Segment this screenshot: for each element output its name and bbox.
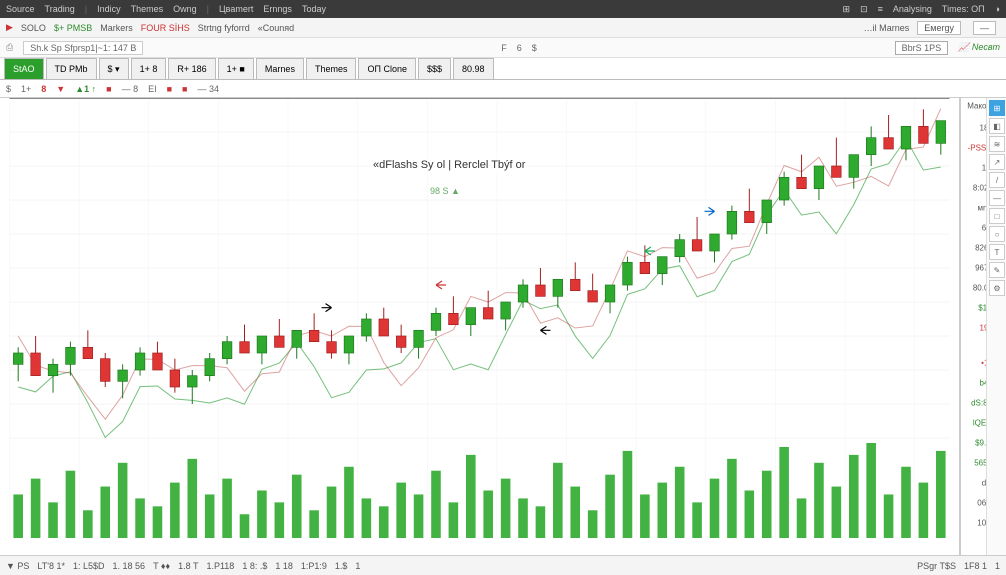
draw-tool-button[interactable]: T: [989, 244, 1005, 260]
time-tick: 1. 18 56: [113, 561, 146, 571]
ohlc-value: ■: [167, 84, 172, 94]
chart-tab[interactable]: R+ 186: [168, 58, 215, 79]
draw-tool-button[interactable]: —: [989, 190, 1005, 206]
time-tick: 1 8: .$: [242, 561, 267, 571]
status-value: PSgr T$S: [917, 561, 956, 571]
status-value: 1F8 1: [964, 561, 987, 571]
menu-item[interactable]: Today: [302, 4, 326, 14]
ohlc-value: ▲1 ↑: [75, 84, 96, 94]
ohlc-value: EI: [148, 84, 157, 94]
draw-tool-button[interactable]: ≋: [989, 136, 1005, 152]
toolbar-primary: ▶ SOLO $+ PMSB Markers FOUR SİHS Strtng …: [0, 18, 1006, 38]
theme-icon[interactable]: ◑: [995, 4, 1000, 14]
toolbar-secondary: ⎙ Sh.k Sp Sfprsp1|~1: 147 B F 6 $ BbrS 1…: [0, 38, 1006, 58]
menubar: Source Trading | Indicy Themes Owng | Цв…: [0, 0, 1006, 18]
chart-subtitle: 98 S ▲: [430, 186, 460, 196]
draw-tool-button[interactable]: ⊞: [989, 100, 1005, 116]
energy-button[interactable]: Eмеrgy: [917, 21, 961, 35]
chart-tab[interactable]: $ ▾: [99, 58, 129, 79]
toolbar-button[interactable]: Strtng fyforrd: [198, 23, 250, 33]
toolbar-button[interactable]: Markers: [100, 23, 133, 33]
ohlc-value: ■: [106, 84, 111, 94]
toolbar-button[interactable]: «Counяd: [258, 23, 294, 33]
toolbar-button[interactable]: $+ PMSB: [54, 23, 92, 33]
tool-column: ⊞ ◧ ≋ ↗ / — □ ○ T ✎ ⚙: [986, 98, 1006, 555]
chart-title: «dFlashs Sy ol | Rerclel Tbýf or: [370, 158, 528, 172]
chart-tab[interactable]: Маrnes: [256, 58, 304, 79]
time-tick: ▼ PS: [6, 561, 29, 571]
menu-item[interactable]: Themes: [131, 4, 164, 14]
toolbar-button[interactable]: SOLO: [21, 23, 46, 33]
chart-tab[interactable]: StAO: [4, 58, 44, 79]
time-tick: 1: L5$D: [73, 561, 105, 571]
ohlc-value: $: [6, 84, 11, 94]
ohlc-value: 1+: [21, 84, 31, 94]
menu-item[interactable]: Source: [6, 4, 35, 14]
draw-tool-button[interactable]: ◧: [989, 118, 1005, 134]
chart-tab[interactable]: 1+ 8: [131, 58, 167, 79]
mid-label: 6: [517, 43, 522, 53]
status-value: 1: [995, 561, 1000, 571]
time-tick: 1: [355, 561, 360, 571]
interval-button[interactable]: BbrS 1PЅ: [895, 41, 949, 55]
menu-item[interactable]: Indicy: [97, 4, 121, 14]
menu-item[interactable]: Trading: [45, 4, 75, 14]
draw-tool-button[interactable]: ↗: [989, 154, 1005, 170]
ohlc-infobar: $1+ 8 ▼ ▲1 ↑ ■ — 8 EI ■ ■ — 34: [0, 80, 1006, 98]
tab-strip: StAOTD PMb$ ▾1+ 8R+ 1861+ ■МаrnesThemesO…: [0, 58, 1006, 80]
chart-tab[interactable]: OП Clone: [358, 58, 416, 79]
time-tick: 1.$: [335, 561, 348, 571]
time-tick: 1:P1:9: [301, 561, 327, 571]
symbol-field[interactable]: Sh.k Sp Sfprsp1|~1: 147 B: [23, 41, 143, 55]
menu-item[interactable]: Ernngs: [263, 4, 292, 14]
chart-tab[interactable]: 80.98: [453, 58, 494, 79]
draw-tool-button[interactable]: ○: [989, 226, 1005, 242]
chart-tab[interactable]: Themes: [306, 58, 357, 79]
draw-tool-button[interactable]: /: [989, 172, 1005, 188]
menu-item[interactable]: Цвamеrt: [219, 4, 253, 14]
energy-button[interactable]: —: [973, 21, 996, 35]
draw-tool-button[interactable]: ⚙: [989, 280, 1005, 296]
toolbar-button[interactable]: FOUR SİHS: [141, 23, 190, 33]
ohlc-value: ■: [182, 84, 187, 94]
status-label: Times: OП: [942, 4, 985, 14]
draw-tool-button[interactable]: ✎: [989, 262, 1005, 278]
time-axis-bar: ▼ PS LT'8 1* 1: L5$D 1. 18 56 T ♦♦ 1.8 T 1.P11…: [0, 555, 1006, 575]
chart-tab[interactable]: TD PMb: [46, 58, 97, 79]
chart-area: «dFlashs Sy ol | Rerclel Tbýf or 98 S ▲ …: [0, 98, 1006, 555]
ohlc-value: — 8: [122, 84, 139, 94]
time-tick: 1 18: [275, 561, 293, 571]
ohlc-value: — 34: [197, 84, 219, 94]
news-button[interactable]: 📈 Neсвт: [958, 42, 1000, 53]
layout-icon[interactable]: ⊞: [843, 4, 851, 15]
mid-label: $: [532, 43, 537, 53]
chart-tab[interactable]: $$$: [418, 58, 451, 79]
time-tick: T ♦♦: [153, 561, 170, 571]
layout-icon[interactable]: ≡: [878, 4, 883, 14]
draw-tool-button[interactable]: □: [989, 208, 1005, 224]
time-tick: 1.8 T: [178, 561, 198, 571]
ohlc-value: 8: [41, 84, 46, 94]
status-label: Analysing: [893, 4, 932, 14]
menu-item[interactable]: Owng: [173, 4, 197, 14]
ohlc-value: ▼: [56, 84, 65, 94]
mid-label: F: [501, 43, 507, 53]
time-tick: 1.P118: [206, 561, 234, 571]
chart-tab[interactable]: 1+ ■: [218, 58, 254, 79]
time-tick: LT'8 1*: [37, 561, 65, 571]
layout-icon[interactable]: ⊡: [860, 4, 868, 15]
toolbar-dropdown[interactable]: …il Маrnes: [864, 23, 910, 33]
candlestick-chart[interactable]: «dFlashs Sy ol | Rerclel Tbýf or 98 S ▲: [0, 98, 960, 555]
